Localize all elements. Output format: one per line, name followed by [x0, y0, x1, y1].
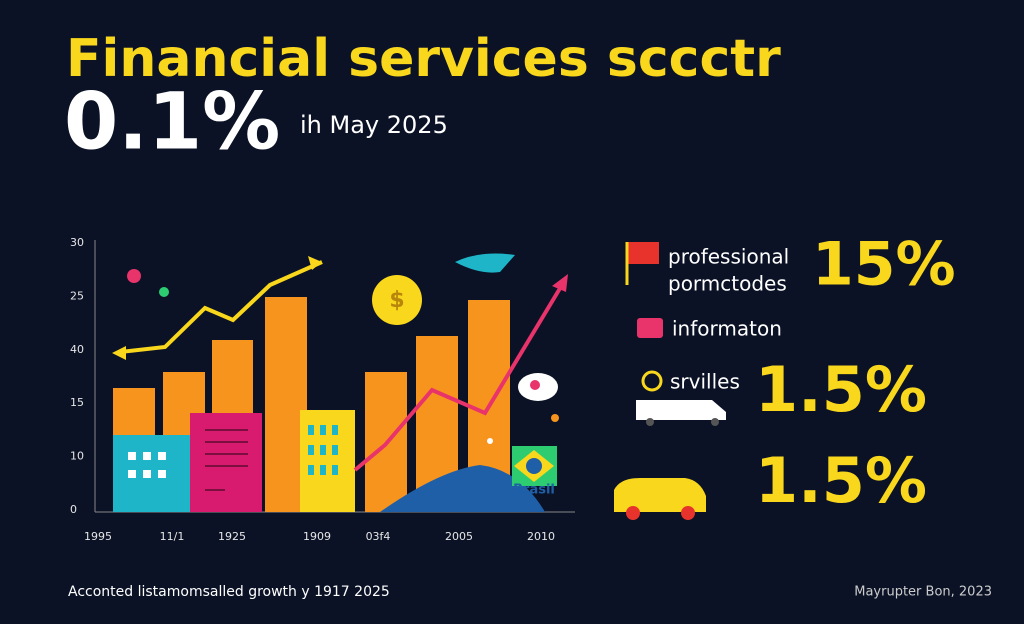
x-axis-label: 03f4	[366, 530, 391, 543]
x-axis-label: 1995	[84, 530, 112, 543]
highlight-figure: 1.5%	[755, 444, 927, 517]
y-axis-label: 15	[70, 396, 84, 409]
x-axis-label: 2005	[445, 530, 473, 543]
chart: $ Brasil 30 25 40 15 10 0 1995 11/1 1925 1909 03f4…	[70, 236, 575, 543]
x-axis-label: 1925	[218, 530, 246, 543]
footer-source: Mayrupter Bon, 2023	[854, 585, 992, 600]
y-axis-label: 25	[70, 289, 84, 302]
y-axis-label: 40	[70, 343, 84, 356]
y-axis-label: 30	[70, 236, 84, 249]
highlight-figure: 1.5%	[755, 353, 927, 426]
svg-text:$: $	[389, 288, 404, 313]
footer-note: Acconted listamomsalled growth y 1917 20…	[68, 584, 390, 600]
x-axis-label: 1909	[303, 530, 331, 543]
x-axis-label: 2010	[527, 530, 555, 543]
highlight-label: informaton	[672, 317, 782, 341]
highlight-label: professional	[668, 245, 789, 269]
highlight-label: pormctodes	[668, 272, 787, 296]
highlight-label: srvilles	[670, 370, 740, 394]
y-axis-label: 10	[70, 450, 84, 463]
y-axis-label: 0	[70, 503, 77, 516]
highlight-figure: 15%	[812, 230, 956, 300]
title: Financial services sccctr	[66, 29, 781, 89]
illustration: $	[112, 253, 568, 512]
x-axis-label: 11/1	[160, 530, 185, 543]
headline-date: ih May 2025	[300, 111, 448, 139]
badge-label: Brasil	[513, 483, 555, 498]
highlights: professional pormctodes 15% informaton s…	[614, 230, 956, 520]
headline-value: 0.1%	[64, 77, 280, 167]
